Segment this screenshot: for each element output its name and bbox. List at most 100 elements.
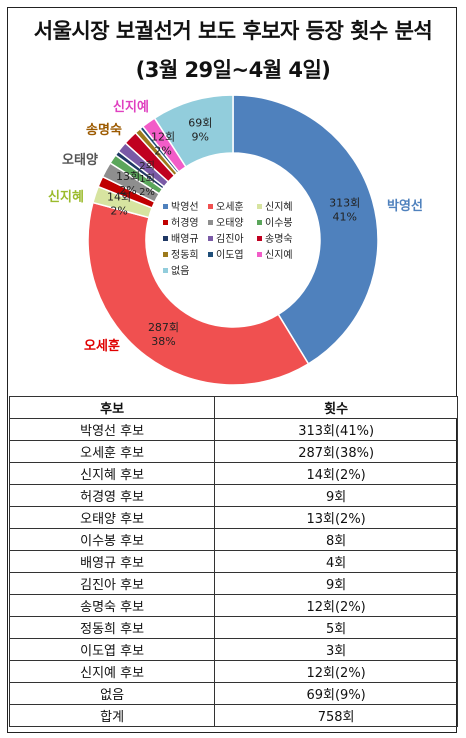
legend-label: 허경영 (171, 216, 199, 229)
table-row: 박영선 후보 313회(41%) (8, 418, 458, 441)
legend-label: 신지혜 (265, 201, 293, 213)
legend-label: 정동희 (171, 249, 199, 261)
candidate-cell: 신지예 후보 (8, 660, 216, 683)
table-row: 김진아 후보 9회 (8, 572, 458, 595)
count-cell: 287회(38%) (214, 440, 458, 463)
candidate-cell: 허경영 후보 (8, 484, 216, 507)
count-cell: 9회 (214, 484, 458, 507)
legend-swatch (257, 220, 262, 225)
legend-swatch (208, 204, 213, 209)
header-count: 횟수 (214, 396, 458, 419)
small-slice-label: 2% (139, 187, 155, 198)
chart-subtitle: (3월 29일~4월 4일) (135, 58, 331, 82)
table-row: 신지예 후보 12회(2%) (8, 660, 458, 683)
table-header-row: 후보 횟수 (8, 396, 458, 419)
outer-label-오태양: 오태양 (62, 153, 98, 168)
legend-label: 오세훈 (216, 200, 244, 213)
count-cell: 69회(9%) (214, 682, 458, 705)
table-row: 신지혜 후보 14회(2%) (8, 462, 458, 485)
small-slice-label: 1회 (139, 173, 155, 185)
outer-label-신지혜: 신지혜 (48, 189, 84, 205)
table-row: 배영규 후보 4회 (8, 550, 458, 573)
candidate-cell: 없음 (8, 682, 216, 705)
legend-label: 송명숙 (265, 233, 293, 245)
candidate-cell: 이수봉 후보 (8, 528, 216, 551)
legend-label: 없음 (171, 264, 189, 277)
slice-percent-label: 9% (192, 131, 209, 144)
chart-title: 서울시장 보궐선거 보도 후보자 등장 횟수 분석 (33, 19, 433, 43)
legend-swatch (257, 252, 262, 257)
figure-frame (7, 7, 457, 733)
slice-박영선 (232, 94, 379, 365)
candidate-cell: 김진아 후보 (8, 572, 216, 595)
candidate-cell: 이도엽 후보 (8, 638, 216, 661)
count-table: 후보 횟수 박영선 후보 313회(41%) 오세훈 후보 287회(38%) 신지혜 … (8, 396, 458, 727)
legend-label: 오태양 (216, 217, 244, 229)
legend-swatch (163, 220, 168, 225)
candidate-cell: 박영선 후보 (8, 418, 216, 441)
slice-percent-label: 2% (110, 204, 127, 217)
slice-percent-label: 2% (154, 144, 171, 157)
count-cell: 9회 (214, 572, 458, 595)
legend-label: 이도엽 (216, 249, 244, 261)
count-cell: 8회 (214, 528, 458, 551)
legend-swatch (257, 204, 262, 209)
count-cell: 12회(2%) (214, 594, 458, 617)
legend-label: 이수봉 (265, 217, 293, 229)
table-row: 오태양 후보 13회(2%) (8, 506, 458, 529)
table-row: 없음 69회(9%) (8, 682, 458, 705)
legend-swatch (208, 252, 213, 257)
slice-value-label: 14회 (107, 190, 131, 203)
candidate-cell: 신지혜 후보 (8, 462, 216, 485)
legend-swatch (257, 236, 262, 241)
legend-label: 박영선 (171, 201, 199, 213)
legend-swatch (163, 236, 168, 241)
slice-percent-label: 41% (332, 211, 356, 224)
donut-chart: 313회41%287회38%14회2%13회2%12회2%69회9%2회1회2%… (48, 94, 423, 386)
count-cell: 12회(2%) (214, 660, 458, 683)
table-row: 오세훈 후보 287회(38%) (8, 440, 458, 463)
outer-label-오세훈: 오세훈 (84, 338, 120, 354)
table-row: 이수봉 후보 8회 (8, 528, 458, 551)
legend-swatch (208, 236, 213, 241)
slice-value-label: 13회 (116, 170, 140, 183)
count-cell: 5회 (214, 616, 458, 639)
table-row: 이도엽 후보 3회 (8, 638, 458, 661)
slice-value-label: 69회 (188, 117, 212, 130)
table-row: 정동희 후보 5회 (8, 616, 458, 639)
count-cell: 3회 (214, 638, 458, 661)
legend-swatch (163, 268, 168, 273)
slice-value-label: 12회 (151, 130, 175, 143)
table-row: 합계 758회 (8, 704, 458, 727)
candidate-cell: 배영규 후보 (8, 550, 216, 573)
legend-swatch (163, 204, 168, 209)
slice-value-label: 287회 (148, 321, 179, 334)
candidate-cell: 합계 (8, 704, 216, 727)
slice-없음 (153, 94, 234, 168)
legend-label: 신지예 (265, 249, 293, 261)
slice-오세훈 (87, 201, 310, 386)
candidate-cell: 정동희 후보 (8, 616, 216, 639)
slice-percent-label: 2% (119, 184, 136, 197)
count-cell: 758회 (214, 704, 458, 727)
header-candidate: 후보 (8, 396, 216, 419)
legend-swatch (208, 220, 213, 225)
slice-value-label: 313회 (329, 197, 360, 210)
outer-label-박영선: 박영선 (387, 198, 423, 214)
count-cell: 313회(41%) (214, 418, 458, 441)
candidate-cell: 송명숙 후보 (8, 594, 216, 617)
legend-label: 김진아 (216, 233, 244, 245)
count-cell: 14회(2%) (214, 462, 458, 485)
table-row: 허경영 후보 9회 (8, 484, 458, 507)
slice-percent-label: 38% (151, 335, 175, 348)
outer-label-신지예: 신지예 (113, 99, 149, 115)
legend-label: 배영규 (171, 233, 199, 245)
outer-label-송명숙: 송명숙 (86, 122, 122, 138)
legend-swatch (163, 252, 168, 257)
candidate-cell: 오태양 후보 (8, 506, 216, 529)
table-row: 송명숙 후보 12회(2%) (8, 594, 458, 617)
count-cell: 4회 (214, 550, 458, 573)
small-slice-label: 2회 (139, 160, 155, 172)
count-cell: 13회(2%) (214, 506, 458, 529)
candidate-cell: 오세훈 후보 (8, 440, 216, 463)
